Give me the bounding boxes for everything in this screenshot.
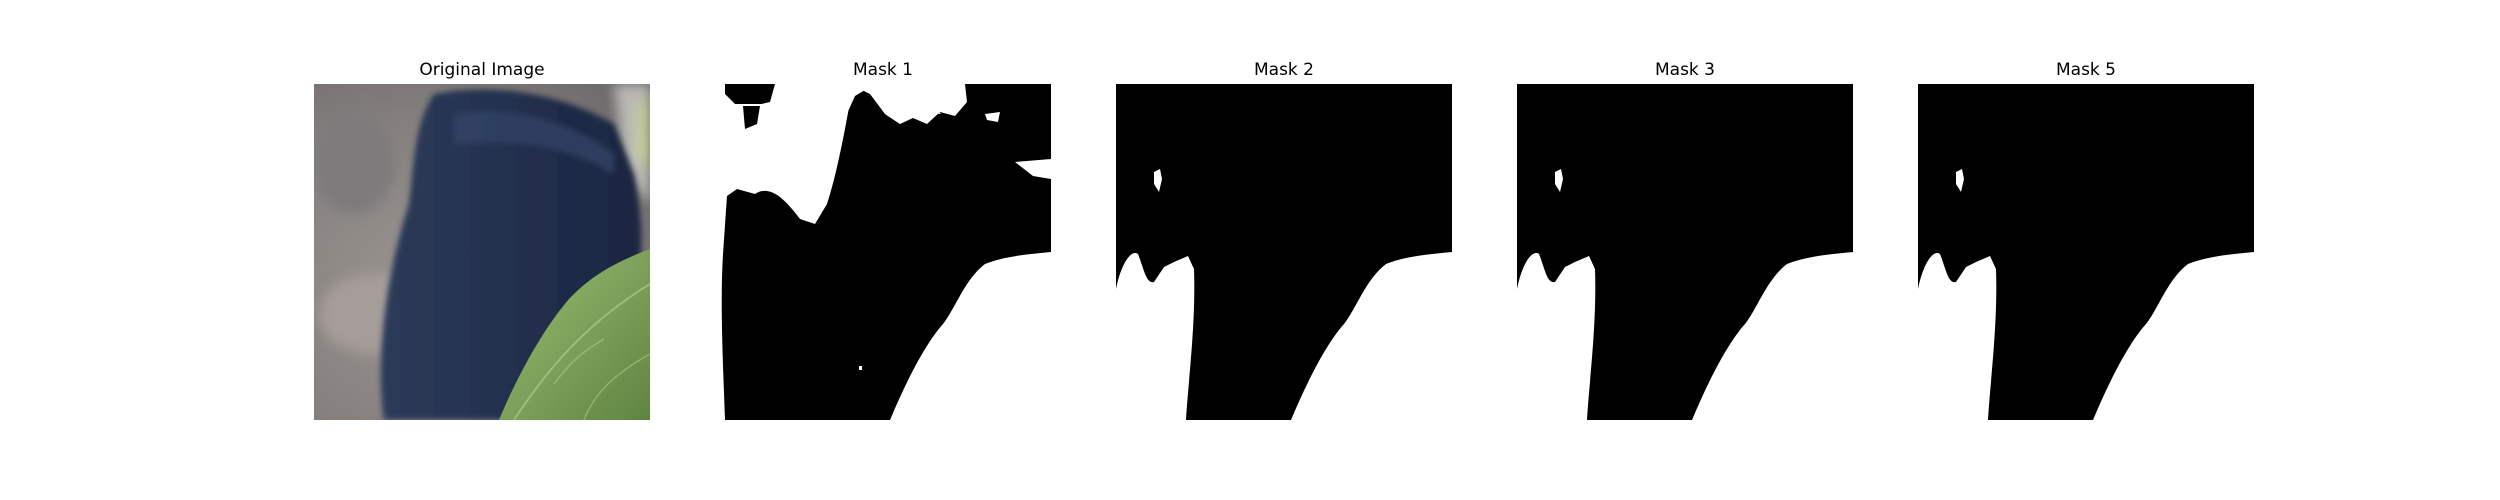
mask-region [1517, 253, 1596, 420]
panel-title: Original Image [419, 60, 545, 80]
mask-1-image [715, 84, 1051, 420]
mask-3-image [1517, 84, 1853, 420]
mask-5-image [1918, 84, 2254, 420]
mask-2-image [1116, 84, 1452, 420]
panel-title: Mask 3 [1654, 60, 1715, 80]
panel-title: Mask 5 [2055, 60, 2116, 80]
mask-region [1918, 253, 1997, 420]
panel-title: Mask 2 [1253, 60, 1314, 80]
panel-title: Mask 1 [852, 60, 913, 80]
photo-leaf [499, 249, 650, 420]
original-image [314, 84, 650, 420]
mask-region [1116, 253, 1195, 420]
